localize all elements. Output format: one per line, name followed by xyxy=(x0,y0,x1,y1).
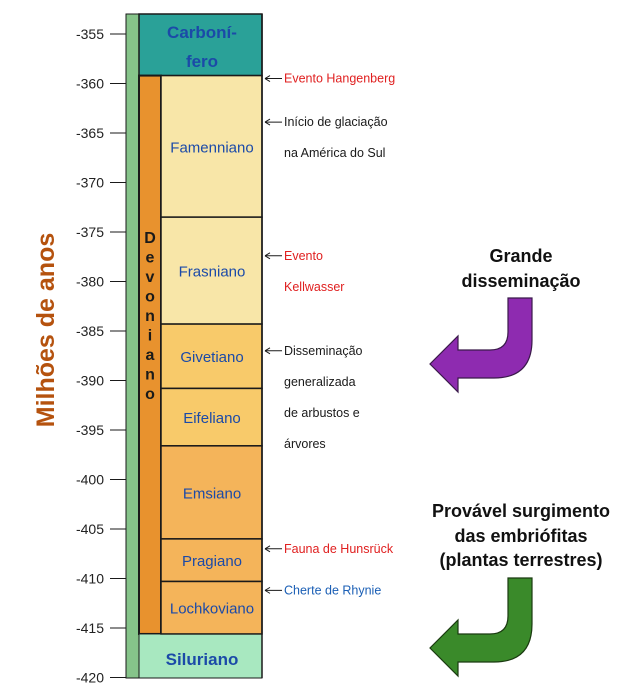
carboniferous-block xyxy=(138,13,263,77)
axis-tick-label: -400 xyxy=(76,472,104,488)
event-hangenberg: Evento Hangenberg xyxy=(264,72,395,86)
event-arrow-head xyxy=(264,252,271,260)
silurian-label: Siluriano xyxy=(166,650,239,669)
event-hunsruck: Fauna de Hunsrück xyxy=(264,542,394,556)
event-text-line: Fauna de Hunsrück xyxy=(284,542,394,556)
axis-tick-label: -385 xyxy=(76,323,104,339)
carboniferous-label-line-2: fero xyxy=(186,52,218,71)
devonian-letter: D xyxy=(144,230,156,247)
devonian-letter: e xyxy=(146,250,155,267)
event-kellwasser: Evento Kellwasser xyxy=(264,249,344,294)
event-arrow-head xyxy=(264,347,271,355)
stage-label-famennian: Famenniano xyxy=(170,139,253,156)
axis-tick-label: -365 xyxy=(76,125,104,141)
stage-block-eifelian xyxy=(160,387,263,447)
axis-tick-label: -420 xyxy=(76,670,104,686)
event-text-line: Evento Hangenberg xyxy=(284,72,395,86)
devonian-letter: i xyxy=(148,328,152,345)
event-arrow-head xyxy=(264,75,271,82)
stage-label-pragian: Pragiano xyxy=(182,553,242,570)
stage-label-givetian: Givetiano xyxy=(180,349,243,366)
event-text-line: generalizada xyxy=(284,375,356,389)
event-arrow-head xyxy=(264,545,271,553)
stage-label-lochkovian: Lochkoviano xyxy=(170,601,254,618)
devonian-letter: n xyxy=(145,367,155,384)
event-text-line: na América do Sul xyxy=(284,146,385,160)
stage-block-pragian xyxy=(160,538,263,583)
callout-grande-disseminacao: Grande disseminação xyxy=(429,246,581,394)
stage-block-frasnian xyxy=(160,216,263,325)
devonian-letter: o xyxy=(145,386,155,403)
stage-label-frasnian: Frasniano xyxy=(179,264,246,281)
event-text-line: Cherte de Rhynie xyxy=(284,583,381,597)
event-arrow-head xyxy=(264,586,271,594)
stage-label-emsian: Emsiano xyxy=(183,485,241,502)
silurian-block xyxy=(138,633,263,679)
axis-tick-label: -410 xyxy=(76,571,104,587)
callout-embryo-line-2: das embriófitas xyxy=(454,526,587,546)
carboniferous-label-line-1: Carboní- xyxy=(167,23,237,42)
devonian-letter: a xyxy=(146,347,155,364)
stage-label-eifelian: Eifeliano xyxy=(183,410,241,427)
axis-tick-label: -395 xyxy=(76,422,104,438)
callout-spread-line-2: disseminação xyxy=(461,271,580,291)
event-text-line: Início de glaciação xyxy=(284,115,388,129)
axis-title: Milhões de anos xyxy=(32,233,60,427)
axis-tick-label: -370 xyxy=(76,175,104,191)
axis-tick-label: -375 xyxy=(76,224,104,240)
axis-ticks: -355 -360 -365 -370 -375 -380 -385 -390 -395 -400… xyxy=(76,14,127,686)
devonian-letter: o xyxy=(145,289,155,306)
axis-tick-label: -415 xyxy=(76,620,104,636)
event-arrow-head xyxy=(264,118,271,126)
axis-tick-label: -390 xyxy=(76,373,104,389)
axis-tick-label: -405 xyxy=(76,521,104,537)
callout-embryo-line-3: (plantas terrestres) xyxy=(439,550,602,570)
event-text-line: de arbustos e xyxy=(284,406,360,420)
green-curved-arrow xyxy=(429,577,533,678)
event-rhynie: Cherte de Rhynie xyxy=(264,583,381,597)
event-shrubs: Disseminação generalizada de arbustos e árv… xyxy=(264,344,363,451)
callout-spread-line-1: Grande xyxy=(489,246,552,266)
axis-tick-label: -355 xyxy=(76,26,104,42)
devonian-letter: n xyxy=(145,308,155,325)
event-annotations: Evento Hangenberg Início de glaciação na A… xyxy=(264,72,395,597)
devonian-letter: v xyxy=(146,269,155,286)
green-strip xyxy=(125,13,140,679)
purple-curved-arrow xyxy=(429,297,533,394)
event-text-line: Evento xyxy=(284,249,323,263)
callout-embriofitas: Provável surgimento das embriófitas (pla… xyxy=(429,501,610,678)
event-text-line: Disseminação xyxy=(284,344,363,358)
axis-tick-label: -380 xyxy=(76,274,104,290)
callout-embryo-line-1: Provável surgimento xyxy=(432,501,610,521)
event-text-line: Kellwasser xyxy=(284,280,344,294)
event-glaciation: Início de glaciação na América do Sul xyxy=(264,115,388,160)
event-text-line: árvores xyxy=(284,437,326,451)
axis-tick-label: -360 xyxy=(76,76,104,92)
stage-column: Famenniano Frasniano Givetiano Eifeliano Ems… xyxy=(160,14,263,678)
